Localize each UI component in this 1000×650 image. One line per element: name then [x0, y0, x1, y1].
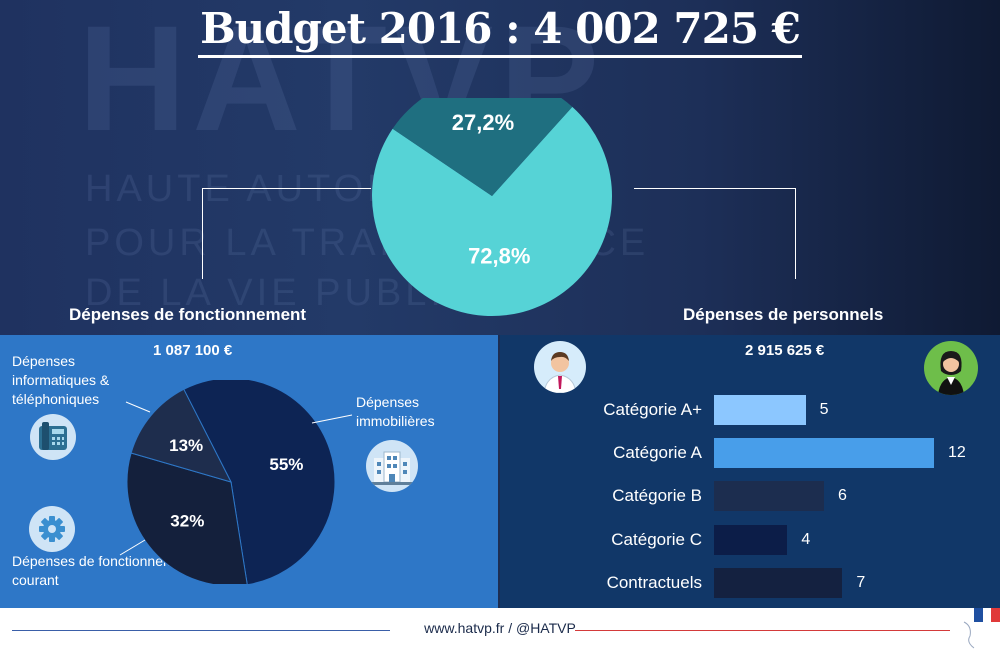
bar [714, 438, 934, 468]
bar-value-label: 4 [801, 531, 811, 548]
pie-data-label: 55% [269, 455, 303, 474]
personnel-title: Dépenses de personnels [683, 305, 884, 324]
footer-line-right [575, 630, 950, 631]
fonctionnement-amount: 1 087 100 € [153, 342, 233, 359]
label-immobilieres: Dépenses immobilières [356, 394, 435, 429]
pie-data-label: 32% [170, 512, 204, 531]
page-title: Budget 2016 : 4 002 725 € [0, 4, 1000, 58]
male-agent-avatar-icon [534, 341, 586, 393]
bar [714, 568, 843, 598]
building-icon [366, 440, 418, 492]
footer-line-left [12, 630, 390, 631]
bar-category-label: Catégorie A [613, 443, 702, 462]
footer-text: www.hatvp.fr / @HATVP [424, 620, 576, 636]
pie-slice-personnel [372, 106, 612, 316]
pie-data-label: 27,2% [452, 110, 514, 135]
gear-icon [29, 506, 75, 552]
bar-value-label: 5 [819, 401, 829, 418]
page-title-text: Budget 2016 : 4 002 725 € [198, 4, 802, 58]
footer: www.hatvp.fr / @HATVP [0, 608, 1000, 650]
label-courant: Dépenses de fonctionnement courant [12, 553, 195, 588]
pie-data-label: 72,8% [468, 244, 530, 269]
bar [714, 525, 788, 555]
pie-slice-informatiques [130, 388, 232, 483]
bar [714, 481, 824, 511]
connector-personnel [634, 188, 796, 279]
pie-slice-fonctionnement [392, 98, 573, 196]
telephone-icon [30, 414, 76, 460]
bar-value-label: 6 [838, 487, 847, 504]
bar-category-label: Contractuels [606, 573, 702, 592]
personnel-panel [500, 335, 1000, 608]
bar-value-label: 7 [856, 574, 866, 591]
pie-slice-immobilieres [183, 380, 336, 584]
personnel-amount: 2 915 625 € [745, 342, 825, 359]
bar [714, 395, 806, 425]
bar-category-label: Catégorie C [611, 530, 702, 549]
pie-slice-courant [126, 452, 248, 584]
bar-category-label: Catégorie A+ [603, 400, 702, 419]
bar-category-label: Catégorie B [612, 486, 702, 505]
label-informatiques: Dépenses informatiques & téléphoniques [12, 353, 110, 407]
pie-data-label: 13% [169, 436, 203, 455]
personnel-bar-chart: Catégorie A+ 5 Catégorie A 12 Catégorie B 6 Ca… [500, 335, 1000, 608]
fonctionnement-pie-chart: 55% 32% 13% [126, 380, 336, 584]
bar-value-label: 12 [948, 444, 966, 461]
french-flag-icon [963, 608, 1000, 649]
connector-fonctionnement [202, 188, 371, 279]
female-agent-avatar-icon [924, 341, 978, 395]
fonctionnement-title: Dépenses de fonctionnement [69, 305, 307, 324]
budget-pie-chart: 72,8% 27,2% [372, 98, 612, 316]
